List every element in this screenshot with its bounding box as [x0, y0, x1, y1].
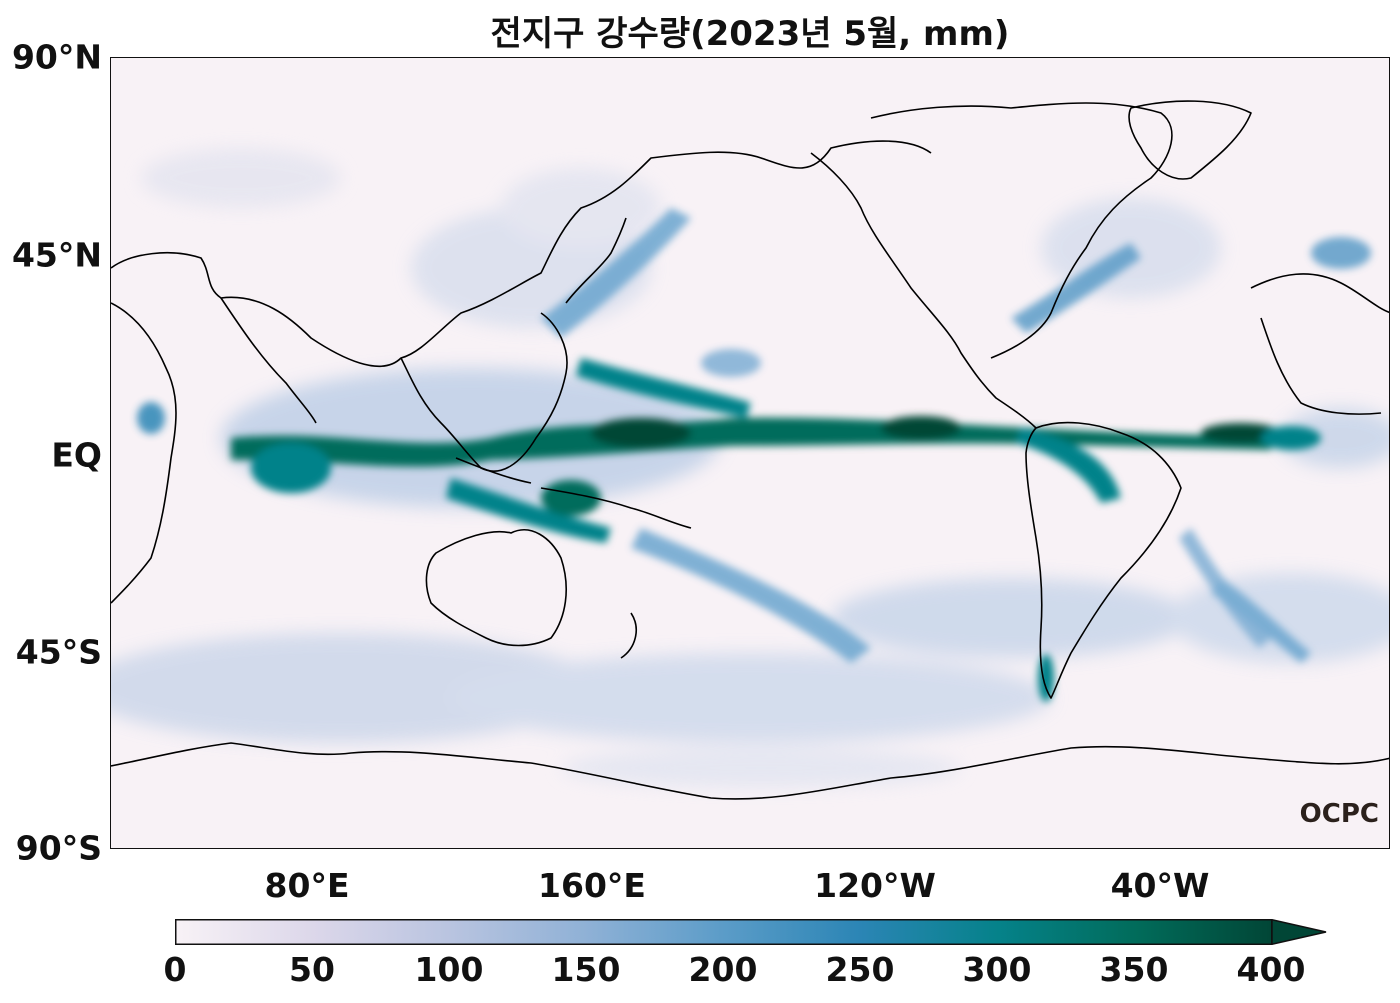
japan-coast [565, 217, 627, 304]
colorbar-tick: 250 [825, 950, 895, 989]
colorbar-tick: 200 [688, 950, 758, 989]
precipitation-map: OCPC [110, 57, 1390, 849]
lon-label-160e: 160°E [538, 866, 646, 905]
map-canvas: OCPC [111, 58, 1389, 848]
africa-coast [111, 302, 177, 604]
south-america-coast [1025, 421, 1182, 699]
colorbar-extend-arrow [1271, 918, 1327, 946]
colorbar-tick: 150 [551, 950, 621, 989]
antarctica-coast [111, 742, 1389, 800]
lat-label-eq: EQ [51, 435, 102, 475]
lon-label-40w: 40°W [1110, 866, 1210, 905]
lat-label-90s: 90°S [15, 828, 102, 868]
lat-label-45s: 45°S [15, 632, 102, 672]
map-title: 전지구 강수량(2023년 5월, mm) [490, 14, 1010, 54]
europe-coast [1250, 273, 1389, 314]
australia-coast [425, 529, 567, 647]
colorbar-svg [175, 918, 1327, 946]
colorbar-tick: 100 [414, 950, 484, 989]
lon-label-120w: 120°W [814, 866, 936, 905]
lat-label-45n: 45°N [11, 235, 102, 275]
greenland-coast [1128, 100, 1252, 180]
north-america-west-coast [810, 152, 1037, 429]
new-zealand-coast [620, 612, 637, 659]
north-america-north-coast [870, 102, 1173, 359]
colorbar [175, 918, 1327, 946]
ocpc-logo: OCPC [1300, 799, 1379, 829]
arabia-coast [220, 297, 317, 424]
colorbar-tick: 50 [289, 950, 335, 989]
west-africa-coast [1260, 317, 1382, 415]
colorbar-gradient [175, 919, 1273, 945]
coastlines [111, 100, 1389, 800]
lat-label-90n: 90°N [11, 37, 102, 77]
lon-label-80e: 80°E [264, 866, 350, 905]
colorbar-tick: 350 [1099, 950, 1169, 989]
maritime-continent-coast [455, 457, 692, 529]
medium-precip-layer [137, 208, 1371, 663]
colorbar-tick: 300 [962, 950, 1032, 989]
southeast-asia-coast [400, 312, 568, 472]
colorbar-tick: 400 [1236, 950, 1306, 989]
heavy-precip-layer [231, 358, 1321, 702]
colorbar-tick: 0 [163, 950, 187, 989]
